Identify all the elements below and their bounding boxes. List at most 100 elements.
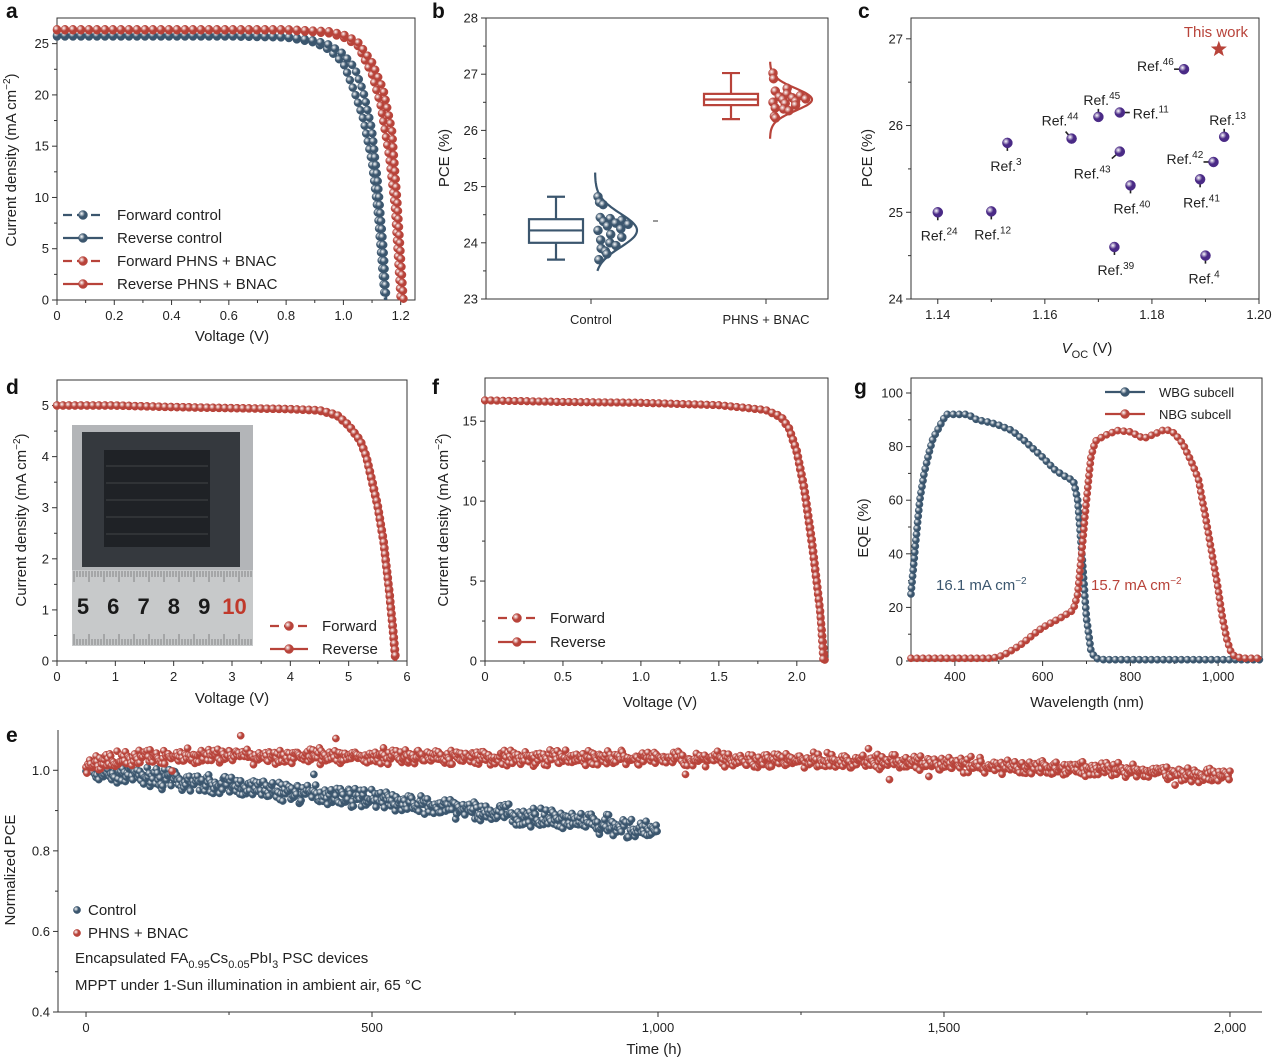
- data-point: [252, 25, 262, 34]
- data-point: [124, 25, 134, 34]
- x-tick-label: 1.20: [1246, 307, 1271, 322]
- x-tick-label: 1.14: [925, 307, 950, 322]
- ref-text: Ref.: [1133, 106, 1159, 122]
- x-tick-label: 4: [287, 669, 294, 684]
- x-tick-label: 500: [361, 1020, 383, 1035]
- data-point: [371, 160, 381, 170]
- data-point: [398, 286, 408, 295]
- x-tick-label: 1.0: [334, 308, 352, 323]
- reference-point: Ref.39: [1097, 241, 1135, 278]
- data-point: [504, 800, 513, 809]
- data-point: [164, 25, 174, 34]
- data-point: [397, 270, 407, 280]
- data-point: [284, 25, 294, 34]
- data-point: [594, 254, 604, 265]
- x-tick-label: 1.16: [1032, 307, 1057, 322]
- data-point: [276, 25, 286, 34]
- data-point: [387, 126, 397, 136]
- data-point: [108, 25, 118, 34]
- data-point: [396, 246, 405, 256]
- ref-text: Ref.: [1209, 112, 1235, 128]
- x-tick-label: 0.4: [163, 308, 181, 323]
- data-point: [348, 83, 358, 92]
- data-point: [52, 25, 62, 34]
- data-point: [678, 751, 687, 760]
- box-group-0: [527, 172, 639, 272]
- data-point: [379, 87, 389, 97]
- data-point: [376, 208, 385, 218]
- data-point: [332, 734, 340, 743]
- panel-a-jv-chart: 0 0.2 0.4 0.6 0.8 1.0 1.2 0 5 10 15 20 25 Forward con…: [35, 17, 416, 323]
- data-point: [384, 111, 394, 120]
- data-point: [864, 744, 873, 753]
- data-point: [593, 225, 603, 236]
- data-point: [308, 26, 318, 35]
- data-point: [368, 129, 377, 138]
- ref-text: Ref.: [1137, 58, 1163, 74]
- legend-label: NBG subcell: [1159, 407, 1231, 422]
- reference-point: Ref.42: [1166, 150, 1219, 168]
- data-point: [602, 249, 612, 259]
- data-point: [340, 30, 349, 40]
- y-tick-label: 0: [42, 293, 49, 308]
- data-point: [380, 124, 389, 134]
- reference-label: Ref.44: [1042, 112, 1079, 129]
- data-point: [300, 34, 310, 44]
- y-tick-label: 0.6: [32, 924, 50, 939]
- data-point: [228, 25, 238, 34]
- data-point: [84, 25, 94, 34]
- x-tick-label: 1.18: [1139, 307, 1164, 322]
- ref-number: 46: [1163, 57, 1175, 68]
- ref-number: 41: [1209, 193, 1221, 204]
- y-tick-label: 4: [42, 449, 49, 464]
- reference-point: Ref.45: [1083, 91, 1121, 123]
- pin-marker: [1200, 250, 1211, 261]
- panel-b-ylabel: PCE (%): [436, 129, 453, 187]
- plot-frame: [485, 17, 829, 300]
- pin-marker: [1114, 146, 1126, 157]
- data-point: [379, 248, 388, 258]
- data-point: [268, 25, 278, 34]
- y-tick-label: 27: [889, 31, 903, 46]
- y-tick-label: 5: [42, 241, 49, 256]
- ref-number: 24: [946, 226, 958, 237]
- data-point: [83, 769, 91, 777]
- reference-label: Ref.42: [1166, 150, 1203, 167]
- data-point: [378, 232, 387, 242]
- panel-b-category-control: Control: [570, 312, 612, 327]
- ref-text: Ref.: [1074, 166, 1100, 182]
- module-photo-inset: 5 6 7 8 9 10: [72, 425, 253, 646]
- ruler-number: 5: [77, 594, 89, 619]
- panel-b-pce-box-chart: 23 24 25 26 27 28: [464, 11, 829, 307]
- reference-label: Ref.43: [1074, 165, 1111, 182]
- x-tick-label: 6: [403, 669, 410, 684]
- data-point: [367, 58, 377, 67]
- data-point: [561, 746, 570, 755]
- data-point: [605, 229, 616, 240]
- data-point: [611, 240, 621, 251]
- data-point: [395, 230, 404, 240]
- x-tick-label: 1.0: [632, 669, 650, 684]
- reference-point: Ref.3: [990, 137, 1022, 174]
- data-point: [204, 25, 214, 34]
- data-point: [377, 80, 386, 89]
- data-point: [300, 25, 310, 35]
- data-point: [925, 772, 933, 781]
- x-tick-label: 3: [228, 669, 235, 684]
- data-point: [358, 44, 368, 54]
- y-tick-label: 28: [464, 11, 478, 26]
- data-point: [392, 190, 402, 200]
- data-point: [116, 25, 126, 34]
- y-tick-label: 0.8: [32, 843, 50, 858]
- module-active-area: [104, 450, 210, 547]
- data-point: [347, 34, 356, 43]
- data-point: [380, 803, 389, 812]
- panel-label-g: g: [854, 376, 867, 399]
- reference-point: Ref.11: [1114, 105, 1169, 122]
- data-point: [389, 142, 398, 152]
- plot-frame: [484, 377, 829, 662]
- data-point: [377, 224, 387, 234]
- series-points-1: [82, 731, 1234, 789]
- x-tick-label: 2.0: [788, 669, 806, 684]
